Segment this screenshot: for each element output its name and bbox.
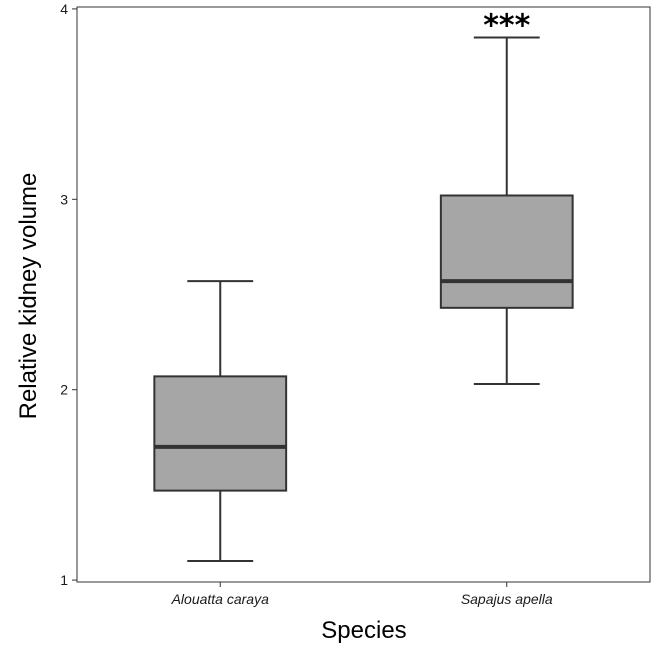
boxes: *** <box>153 8 574 563</box>
x-axis-title: Species <box>321 617 406 644</box>
y-tick-label-2: 2 <box>60 382 68 398</box>
x-axis: Alouatta caraya Sapajus apella <box>171 582 553 607</box>
x-tick-label-1: Alouatta caraya <box>171 591 269 607</box>
box-1 <box>153 280 288 563</box>
y-tick-label-1: 1 <box>60 572 68 588</box>
significance-annotation: *** <box>483 8 530 43</box>
y-tick-label-4: 4 <box>60 1 68 17</box>
iqr-box <box>153 375 288 492</box>
x-tick-label-2: Sapajus apella <box>461 591 553 607</box>
y-tick-label-3: 3 <box>60 191 68 207</box>
iqr-box <box>439 194 574 309</box>
y-axis: 1 2 3 4 <box>60 1 77 588</box>
box-2: *** <box>439 8 574 385</box>
y-axis-title: Relative kidney volume <box>15 173 42 420</box>
